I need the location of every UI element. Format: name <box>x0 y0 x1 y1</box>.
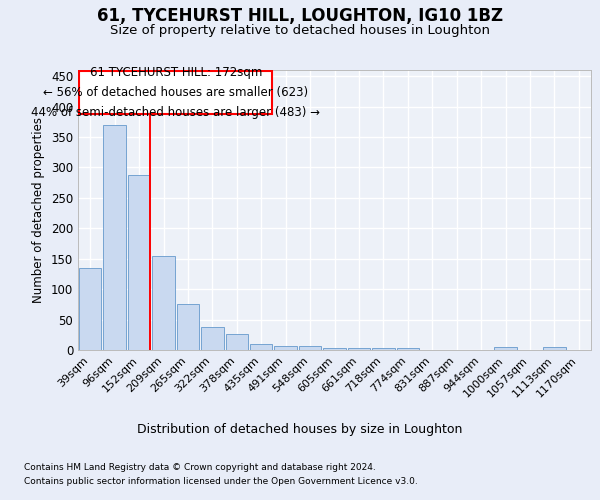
Text: Contains HM Land Registry data © Crown copyright and database right 2024.: Contains HM Land Registry data © Crown c… <box>24 462 376 471</box>
Bar <box>103 125 126 350</box>
Text: Size of property relative to detached houses in Loughton: Size of property relative to detached ho… <box>110 24 490 37</box>
Bar <box>176 304 199 350</box>
Bar <box>372 348 395 350</box>
Bar <box>347 348 370 350</box>
Bar <box>397 348 419 350</box>
Bar <box>323 348 346 350</box>
Text: Distribution of detached houses by size in Loughton: Distribution of detached houses by size … <box>137 422 463 436</box>
Bar <box>79 268 101 350</box>
Text: Contains public sector information licensed under the Open Government Licence v3: Contains public sector information licen… <box>24 478 418 486</box>
Bar <box>128 174 151 350</box>
Bar <box>299 346 322 350</box>
Bar <box>250 344 272 350</box>
FancyBboxPatch shape <box>79 71 272 114</box>
Bar <box>494 347 517 350</box>
Text: 61 TYCEHURST HILL: 172sqm
← 56% of detached houses are smaller (623)
44% of semi: 61 TYCEHURST HILL: 172sqm ← 56% of detac… <box>31 66 320 119</box>
Bar <box>226 334 248 350</box>
Bar <box>543 347 566 350</box>
Text: 61, TYCEHURST HILL, LOUGHTON, IG10 1BZ: 61, TYCEHURST HILL, LOUGHTON, IG10 1BZ <box>97 8 503 26</box>
Bar <box>201 327 224 350</box>
Bar <box>274 346 297 350</box>
Bar <box>152 256 175 350</box>
Y-axis label: Number of detached properties: Number of detached properties <box>32 117 46 303</box>
